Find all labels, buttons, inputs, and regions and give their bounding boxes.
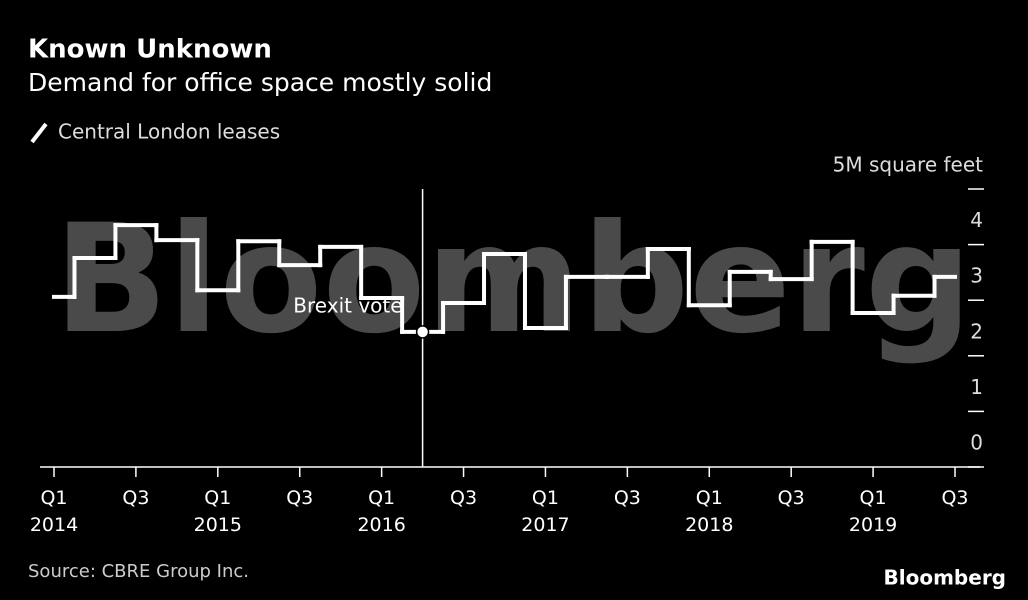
legend-label: Central London leases xyxy=(58,120,280,144)
x-tick-label: Q3 xyxy=(286,487,314,509)
x-tick-label: Q3 xyxy=(450,487,478,509)
x-tick-label: Q3 xyxy=(122,487,150,509)
watermark: Bloomberg xyxy=(54,193,973,367)
source: Source: CBRE Group Inc. xyxy=(28,561,249,582)
y-tick-label: 2 xyxy=(970,319,983,343)
x-tick-label: Q3 xyxy=(777,487,805,509)
x-tick-label: Q1 2015 xyxy=(193,487,242,536)
annotation-dot xyxy=(415,325,430,339)
x-tick-label: Q1 2018 xyxy=(685,487,734,536)
x-tick-label: Q1 2017 xyxy=(521,487,570,536)
x-tick-label: Q3 xyxy=(941,487,969,509)
y-tick-label: 4 xyxy=(970,208,983,232)
y-tick-label: 5M square feet xyxy=(833,153,983,177)
x-tick-label: Q1 2016 xyxy=(357,487,406,536)
y-tick-label: 0 xyxy=(970,431,983,455)
chart-title: Known Unknown xyxy=(28,35,272,65)
x-tick-label: Q3 xyxy=(613,487,641,509)
chart-subtitle: Demand for office space mostly solid xyxy=(28,68,492,97)
y-tick-label: 3 xyxy=(970,264,983,288)
x-tick-label: Q1 2019 xyxy=(848,487,898,536)
x-tick-label: Q1 2014 xyxy=(29,487,79,536)
logo: Bloomberg xyxy=(884,566,1006,590)
legend-swatch xyxy=(30,122,48,144)
y-tick-label: 1 xyxy=(970,375,983,399)
